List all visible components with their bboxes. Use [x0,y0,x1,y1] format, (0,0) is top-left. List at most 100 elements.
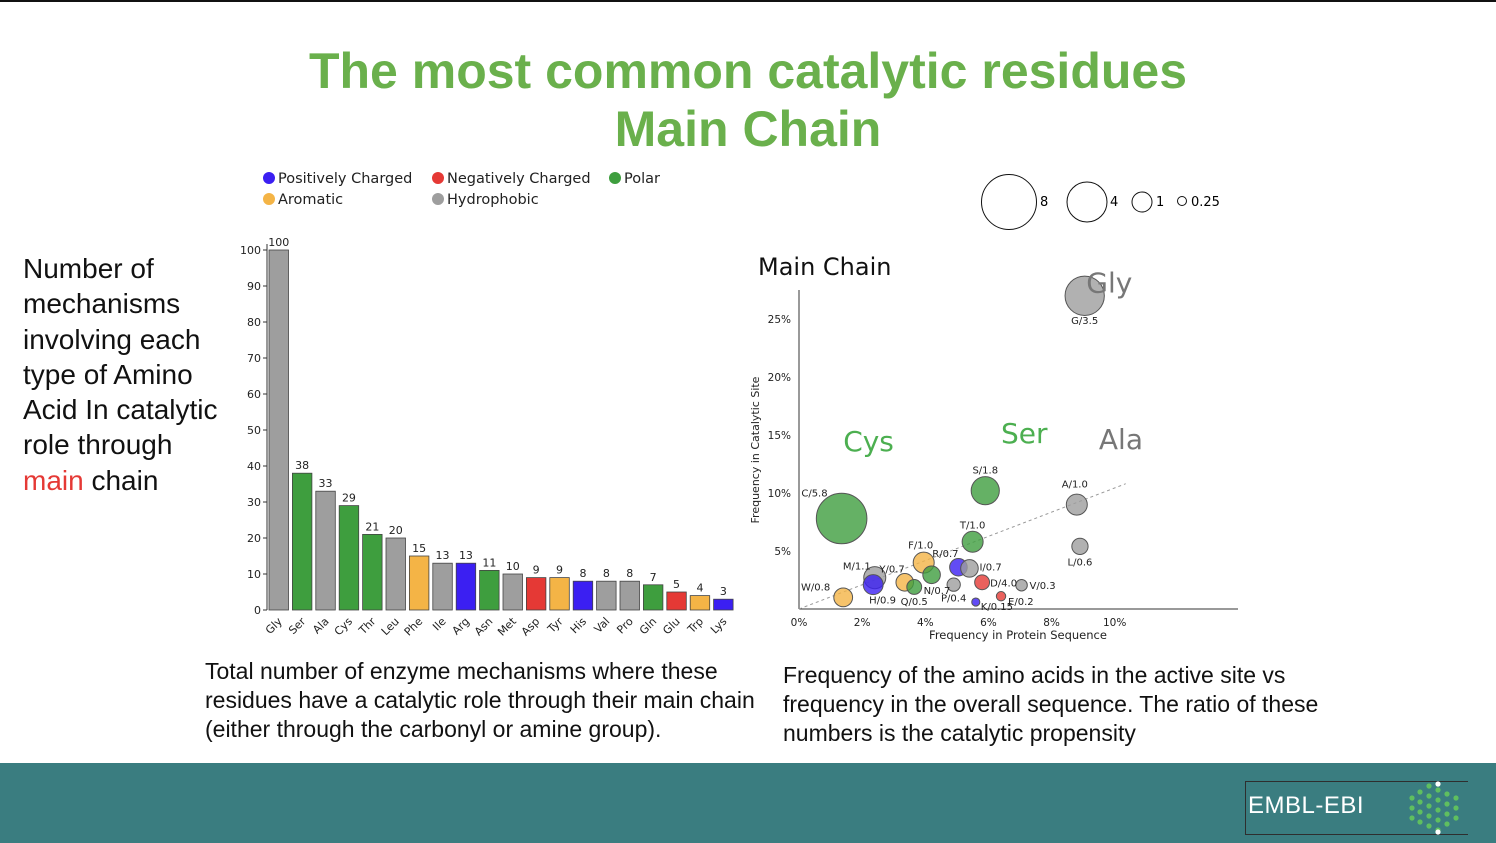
point-label: Y/0.7 [878,564,904,575]
side-text-end: chain [83,464,159,496]
point-N [922,565,941,585]
point-D [974,574,991,591]
point-label: V/0.3 [1030,581,1056,592]
point-I [960,559,979,578]
bar-Ala [315,490,336,611]
bar-Val [596,580,617,611]
bar-value-label: 8 [579,567,586,580]
point-K [971,597,981,607]
bar-y-tick-label: 70 [247,352,261,365]
bar-value-label: 21 [365,520,379,533]
bar-y-tick-label: 100 [240,244,261,257]
logo-dot [1409,795,1415,801]
size-legend-circle-1 [1131,191,1153,213]
point-label: H/0.9 [869,596,896,607]
point-E [995,591,1007,602]
bar-category-label: Cys [332,615,355,638]
scatter-x-tick-label: 0% [791,617,808,629]
bar-value-label: 13 [459,549,473,562]
side-text-main: Number of mechanisms involving each type… [23,253,218,461]
top-border [0,0,1496,2]
bar-category-label: Gly [263,615,285,637]
bar-y-tick-label: 40 [247,460,261,473]
point-Q [906,579,923,595]
bar-y-tick-label: 60 [247,388,261,401]
logo-dot [1435,807,1441,813]
scatter-x-tick-label: 8% [1043,617,1060,629]
point-T [961,530,984,553]
scatter-x-tick-label: 6% [980,617,997,629]
bar-category-label: Ala [310,615,331,636]
annotation-gly: Gly [1086,266,1132,299]
scatter-y-tick-label: 20% [768,372,791,384]
size-legend-circle-4 [1066,181,1108,223]
logo-dot [1426,793,1432,799]
caption-right: Frequency of the amino acids in the acti… [783,662,1319,746]
bar-Phe [408,555,430,611]
point-label: A/1.0 [1062,480,1088,491]
point-V [1015,578,1028,592]
bar-category-label: Val [592,615,613,636]
bar-y-tick-label: 80 [247,316,261,329]
bar-value-label: 7 [650,571,657,584]
logo-dot [1426,813,1432,819]
logo-frame [1245,781,1468,835]
bar-category-label: Tyr [544,615,566,637]
bar-Lys [713,598,734,611]
bar-value-label: 13 [436,549,450,562]
point-label: I/0.7 [979,562,1001,573]
scatter-y-label: Frequency in Catalytic Site [749,376,762,523]
size-legend-circle-8 [981,174,1037,230]
size-legend-label-025: 0.25 [1191,195,1220,210]
bar-value-label: 20 [389,524,403,537]
bar-category-label: Arg [450,615,473,638]
point-label: K/0.15 [981,602,1013,613]
logo-icon [1409,781,1459,835]
bar-Asp [525,577,547,611]
bar-y-tick-label: 90 [247,280,261,293]
scatter-x-tick-label: 4% [917,617,934,629]
size-legend-label-1: 1 [1156,195,1164,210]
bar-category-label: Asp [519,615,543,639]
scatter-y-tick-label: 15% [768,430,791,442]
point-W [833,587,854,608]
size-legend-label-4: 4 [1110,195,1118,210]
logo-dot [1444,791,1450,797]
point-label: N/0.7 [924,586,951,597]
point-label: L/0.6 [1068,557,1093,568]
point-label: T/1.0 [959,521,985,532]
bar-Leu [385,537,406,611]
logo-text: EMBL-EBI [1248,792,1365,819]
bar-value-label: 8 [626,567,633,580]
logo-dot [1409,815,1415,821]
logo-dot [1417,789,1423,795]
scatter-y-tick-label: 10% [768,488,791,500]
logo-dot [1435,817,1441,823]
scatter-chart: Main Chain 0% 2% 4% 6% 8% 10% 5% 10% 15% 20% 25% Fre… [749,253,1238,642]
bar-value-label: 11 [482,556,496,569]
point-P [946,577,961,592]
bar-Cys [338,505,360,611]
point-label: R/0.7 [932,549,958,560]
logo-dot [1444,801,1450,807]
bar-value-label: 100 [268,236,289,249]
bar-category-label: Gln [637,615,659,637]
point-label: S/1.8 [972,466,998,477]
logo-dot [1426,823,1432,829]
bar-category-label: Leu [379,615,402,638]
bar-category-label: Ser [286,615,308,637]
legend-marker-2 [609,172,621,184]
bar-category-label: Thr [356,615,379,638]
point-L [1071,537,1089,555]
logo-dot [1444,821,1450,827]
logo-dot [1409,805,1415,811]
footer-bar [0,763,1496,843]
legend-marker-4 [432,193,444,205]
annotation-ser: Ser [1001,417,1048,450]
bar-His [572,580,594,611]
logo-dot [1417,809,1423,815]
bar-Ser [292,472,313,611]
bar-category-label: Asn [472,615,496,639]
logo-dot [1453,795,1459,801]
point-label: C/5.8 [801,489,827,500]
